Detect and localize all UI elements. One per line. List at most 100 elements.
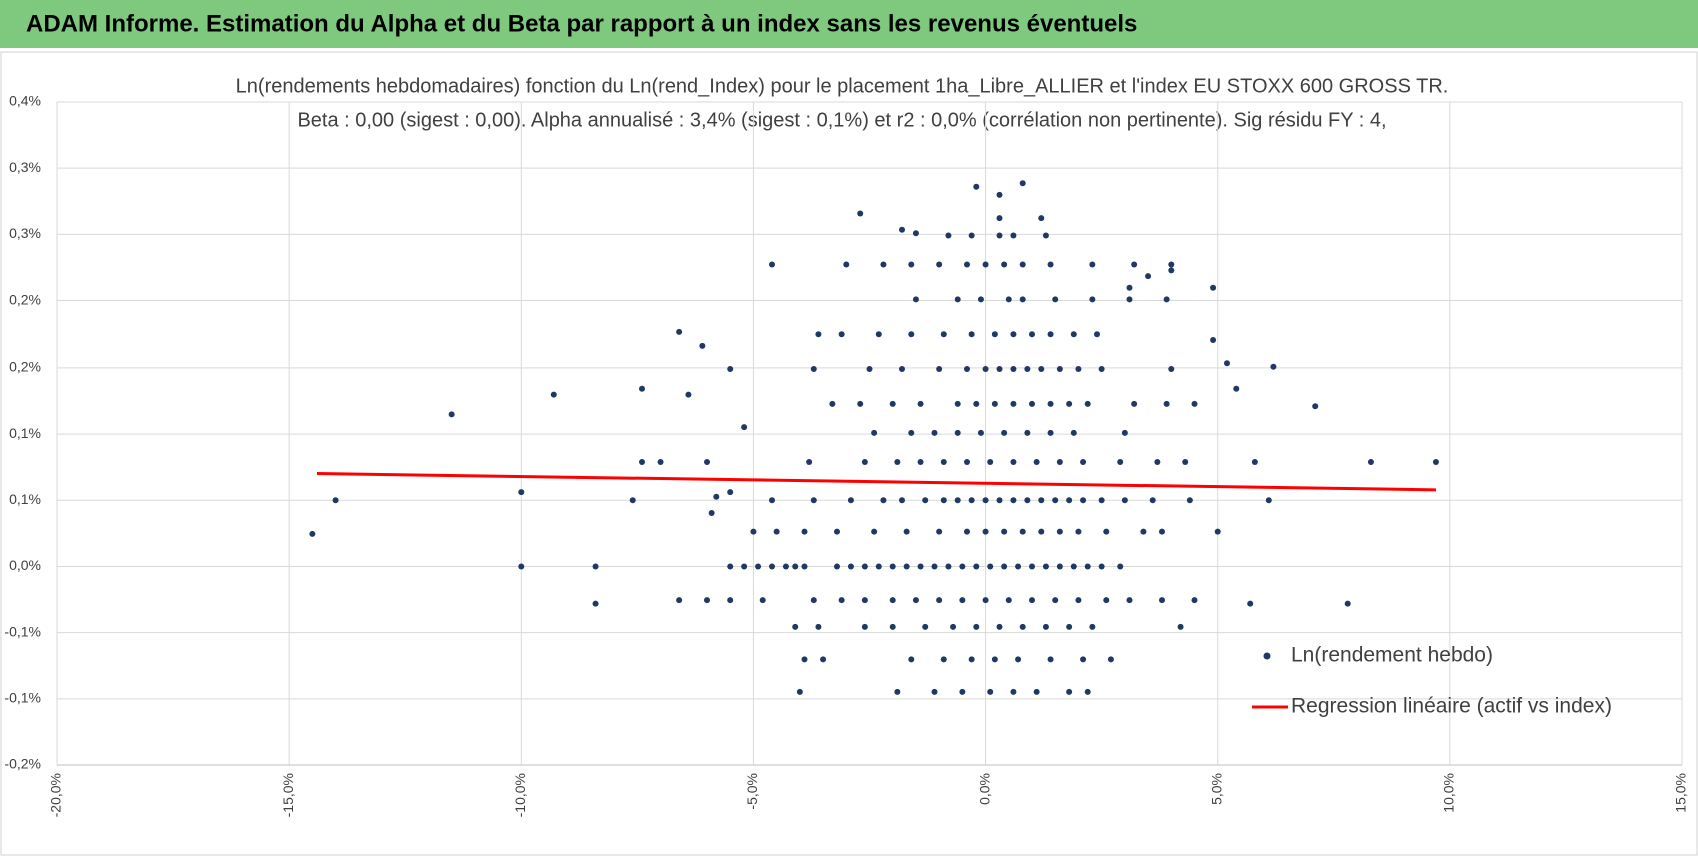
point [1344, 600, 1351, 607]
point [1010, 497, 1017, 504]
point [1047, 331, 1054, 338]
point [769, 261, 775, 268]
point [1084, 400, 1091, 407]
point [1121, 497, 1128, 504]
point [922, 623, 929, 630]
point [861, 563, 868, 570]
point [1432, 458, 1439, 465]
point [1029, 563, 1035, 570]
point [940, 497, 947, 504]
point [908, 656, 915, 663]
point [1089, 296, 1096, 303]
chart-title: Ln(rendements hebdomadaires) fonction du… [236, 75, 1449, 97]
point [861, 458, 868, 465]
point [1024, 429, 1031, 436]
point [782, 563, 789, 570]
point [894, 458, 901, 465]
point [518, 563, 525, 570]
point [894, 688, 901, 695]
point [1265, 497, 1272, 504]
point [959, 563, 966, 570]
legend-marker [1263, 652, 1271, 660]
point [899, 226, 905, 233]
point [1001, 261, 1008, 268]
y-tick-label: 0,3% [9, 225, 41, 241]
point [834, 528, 840, 535]
point [1047, 400, 1054, 407]
point [820, 656, 827, 663]
point [1089, 261, 1096, 268]
point [940, 331, 947, 338]
point [1084, 563, 1091, 570]
point [592, 563, 599, 570]
point [657, 458, 664, 465]
point [1247, 600, 1254, 607]
point [1070, 429, 1077, 436]
point [936, 597, 943, 604]
point [708, 510, 715, 517]
point [996, 366, 1003, 373]
point [982, 528, 989, 535]
point [889, 623, 896, 630]
point [1210, 337, 1217, 344]
legend-label: Ln(rendement hebdo) [1291, 644, 1493, 667]
point [889, 400, 896, 407]
point [857, 210, 864, 217]
point [1010, 458, 1017, 465]
regression-line [316, 472, 1436, 492]
point [982, 597, 989, 604]
point [1005, 597, 1012, 604]
x-tick-label: 15,0% [1673, 773, 1689, 813]
point [792, 623, 799, 630]
x-tick-label: 0,0% [976, 773, 992, 805]
x-tick-label: 5,0% [1208, 773, 1224, 805]
point [1140, 528, 1147, 535]
point [1117, 563, 1124, 570]
point [1066, 623, 1073, 630]
y-tick-label: -0,1% [4, 623, 41, 639]
point [973, 183, 980, 190]
point [1117, 458, 1124, 465]
point [815, 331, 822, 338]
point [1038, 366, 1045, 373]
point [977, 296, 984, 303]
point [982, 261, 989, 268]
point [977, 429, 984, 436]
point [592, 600, 599, 607]
point [861, 623, 868, 630]
point [1126, 296, 1133, 303]
point [936, 261, 943, 268]
point [1191, 597, 1198, 604]
point [889, 563, 896, 570]
point [945, 232, 952, 239]
point [912, 597, 919, 604]
point [964, 458, 970, 465]
point [1010, 400, 1017, 407]
point [968, 331, 975, 338]
point [954, 497, 961, 504]
point [982, 497, 989, 504]
point [1029, 400, 1035, 407]
point [676, 328, 683, 335]
point [991, 656, 998, 663]
point [936, 366, 943, 373]
point [959, 597, 966, 604]
point [954, 296, 961, 303]
point [639, 458, 645, 465]
chart-subtitle: Beta : 0,00 (sigest : 0,00). Alpha annua… [297, 109, 1386, 131]
point [1103, 597, 1110, 604]
point [1214, 528, 1221, 535]
point [973, 563, 980, 570]
point [810, 597, 817, 604]
point [1103, 528, 1110, 535]
point [973, 623, 980, 630]
point [834, 563, 840, 570]
point [922, 497, 929, 504]
point [1084, 688, 1091, 695]
x-tick-label: -10,0% [512, 773, 528, 817]
point [1038, 215, 1045, 222]
point [727, 366, 734, 373]
point [954, 429, 961, 436]
point [1145, 273, 1152, 280]
title-bg [238, 72, 1458, 138]
